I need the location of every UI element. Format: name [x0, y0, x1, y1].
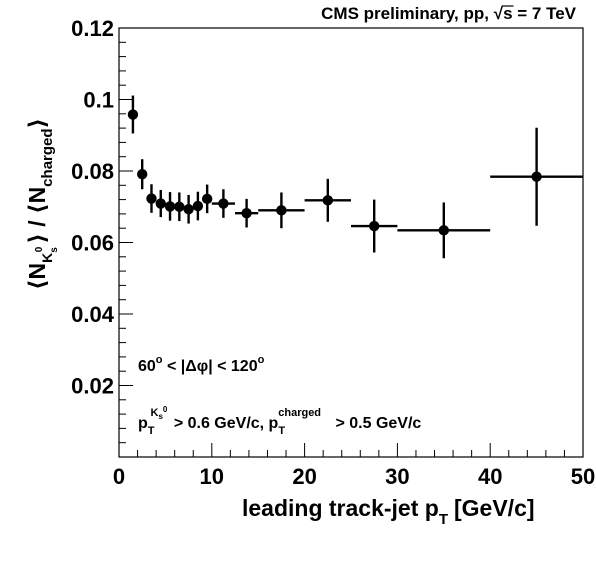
marker — [192, 200, 204, 212]
x-tick-label: 20 — [292, 464, 316, 489]
data-point — [304, 178, 351, 222]
data-point — [258, 192, 305, 229]
data-point — [201, 184, 213, 214]
data-points — [127, 95, 583, 259]
data-point — [127, 95, 139, 134]
chart-title: CMS preliminary, pp, √s = 7 TeV — [321, 4, 577, 23]
data-point — [192, 191, 204, 221]
y-tick-label: 0.02 — [71, 374, 114, 399]
y-tick-label: 0.08 — [71, 159, 114, 184]
axis-labels: 0 10 20 30 40 50 0.02 0.04 0.06 0.08 0.1 0.12 — [71, 16, 595, 489]
x-tick-label: 10 — [200, 464, 224, 489]
y-tick-label: 0.1 — [83, 88, 114, 113]
data-point — [146, 184, 157, 213]
y-tick-label: 0.04 — [71, 302, 115, 327]
marker — [174, 201, 185, 212]
data-point — [155, 189, 166, 218]
annotation-dphi: 60o < |Δφ| < 120o — [138, 354, 265, 375]
marker — [155, 198, 166, 209]
marker — [183, 204, 194, 215]
y-tick-label: 0.12 — [71, 16, 114, 41]
data-point — [235, 198, 259, 228]
y-tick-label: 0.06 — [71, 231, 114, 256]
annotation-pt-cuts: pTKs0 > 0.6 GeV/c, pTcharged > 0.5 GeV/c — [138, 405, 421, 437]
y-axis-title: ⟨NKs0⟩ / ⟨Ncharged⟩ — [24, 118, 60, 290]
data-point — [137, 159, 148, 190]
x-tick-label: 40 — [478, 464, 502, 489]
marker — [369, 220, 380, 232]
plot-frame — [118, 27, 584, 458]
marker — [164, 201, 176, 212]
x-tick-label: 0 — [113, 464, 125, 489]
data-point — [351, 199, 398, 253]
marker — [146, 193, 157, 204]
x-tick-label: 30 — [385, 464, 409, 489]
marker — [218, 198, 229, 209]
data-point — [397, 202, 491, 259]
plot-border — [118, 27, 584, 458]
marker — [276, 205, 287, 216]
data-point — [211, 189, 235, 218]
marker — [241, 207, 252, 219]
marker — [438, 225, 449, 236]
marker — [201, 193, 213, 205]
marker — [531, 171, 542, 182]
data-point — [183, 194, 194, 224]
axis-ticks — [118, 27, 584, 458]
data-point — [490, 127, 583, 226]
marker — [322, 195, 333, 206]
x-axis-title: leading track-jet pT [GeV/c] — [242, 495, 535, 528]
data-point — [174, 192, 185, 222]
marker — [137, 169, 148, 180]
marker — [127, 109, 139, 120]
x-tick-label: 50 — [571, 464, 595, 489]
data-point — [164, 192, 176, 221]
